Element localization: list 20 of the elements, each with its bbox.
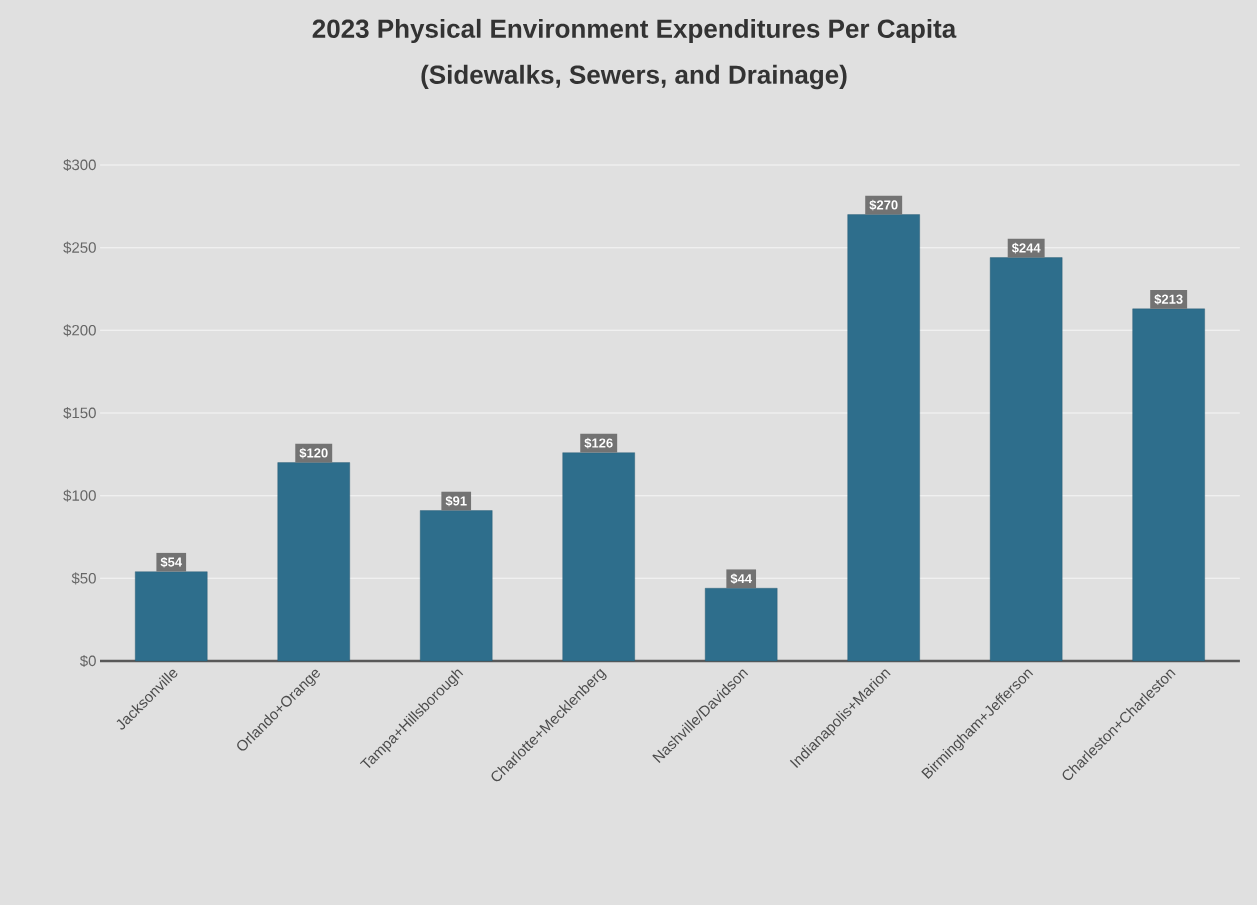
y-tick-label: $0: [79, 654, 96, 668]
y-tick-label: $50: [71, 572, 96, 585]
bar: [135, 571, 208, 662]
y-tick-label: $200: [63, 324, 96, 337]
data-label: $54: [160, 556, 183, 568]
data-label: $44: [730, 573, 752, 585]
data-label: $120: [299, 447, 328, 459]
data-label: $270: [869, 199, 898, 211]
y-tick-label: $300: [63, 158, 96, 172]
y-tick-label: $150: [63, 406, 96, 420]
data-label: $244: [1011, 242, 1041, 254]
data-label: $91: [445, 495, 467, 507]
data-label: $126: [584, 437, 613, 449]
y-tick-label: $100: [63, 489, 96, 502]
chart-subtitle: (Sidewalks, Sewers, and Drainage): [421, 64, 847, 90]
y-tick-label: $250: [63, 241, 96, 254]
data-label: $213: [1154, 294, 1183, 305]
bar: [420, 510, 493, 662]
bar: [705, 588, 778, 662]
chart-title: 2023 Physical Environment Expenditures Per Capita: [312, 18, 957, 44]
